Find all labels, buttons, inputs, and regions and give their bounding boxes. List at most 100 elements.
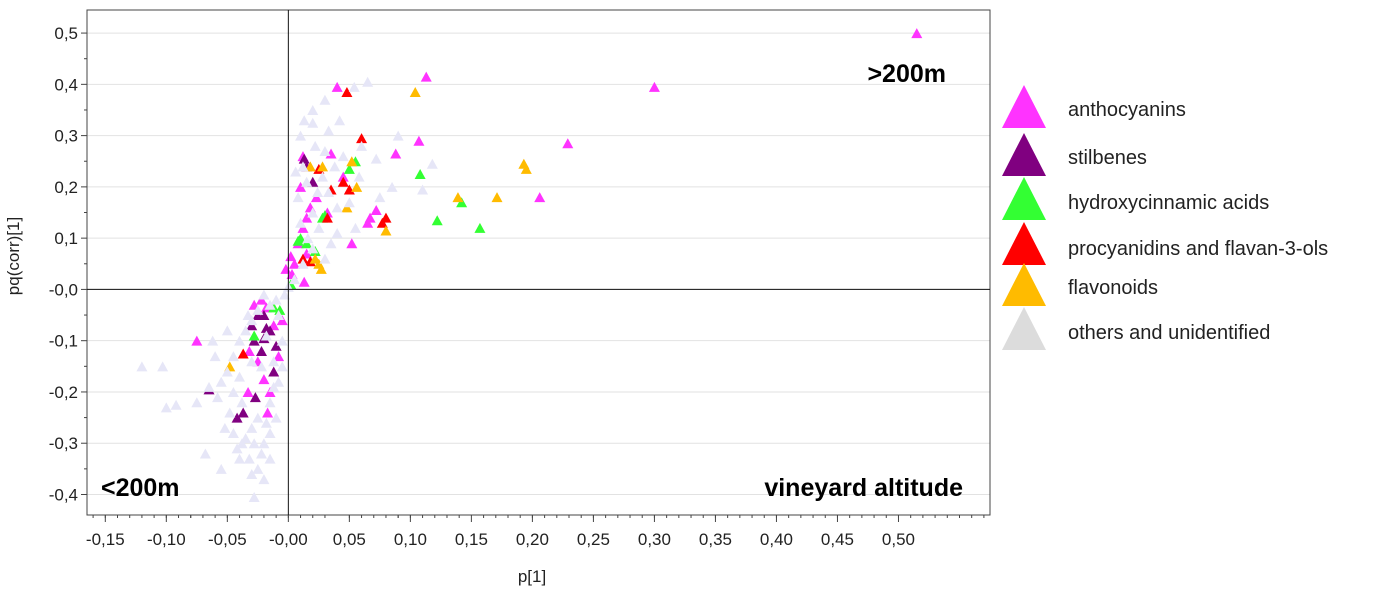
x-tick-label: 0,30 — [638, 530, 671, 549]
data-point — [298, 276, 310, 287]
data-point — [221, 325, 233, 336]
data-point — [170, 399, 182, 410]
data-point — [362, 76, 374, 87]
x-tick-label: 0,20 — [516, 530, 549, 549]
data-point — [331, 202, 343, 213]
data-point — [270, 294, 282, 305]
data-point — [343, 163, 355, 174]
x-tick-label: -0,05 — [208, 530, 247, 549]
data-point — [313, 222, 325, 233]
data-point — [297, 258, 309, 269]
y-tick-label: -0,2 — [49, 383, 78, 402]
data-point — [386, 181, 398, 192]
data-point — [212, 392, 224, 403]
y-tick-label: -0,4 — [49, 485, 78, 504]
data-point — [315, 263, 327, 274]
x-tick-label: 0,50 — [882, 530, 915, 549]
legend: anthocyanins stilbenes hydroxycinnamic aci… — [1002, 85, 1328, 350]
data-point — [310, 192, 322, 203]
data-point — [252, 412, 264, 423]
data-point — [246, 320, 258, 331]
data-point — [297, 161, 309, 172]
data-point — [249, 392, 261, 403]
data-point — [331, 81, 343, 92]
data-point — [307, 117, 319, 128]
data-point — [160, 402, 172, 413]
data-point — [237, 348, 249, 359]
data-point — [431, 215, 443, 226]
data-point — [227, 386, 239, 397]
data-point — [351, 181, 363, 192]
data-point — [240, 325, 252, 336]
data-point — [234, 371, 246, 382]
data-point — [285, 251, 297, 262]
x-tick-label: 0,10 — [394, 530, 427, 549]
data-point — [376, 217, 388, 228]
data-point — [426, 158, 438, 169]
y-axis-title: pq(corr)[1] — [4, 217, 23, 295]
data-point — [304, 161, 316, 172]
data-point — [231, 443, 243, 454]
x-tick-label: 0,15 — [455, 530, 488, 549]
data-point — [307, 104, 319, 115]
data-point — [231, 412, 243, 423]
data-point — [246, 468, 258, 479]
data-point — [248, 330, 260, 341]
data-point — [219, 422, 231, 433]
annotation-below-200m: <200m — [101, 474, 180, 502]
data-point — [417, 184, 429, 195]
data-point — [295, 130, 307, 141]
legend-label: flavonoids — [1068, 277, 1158, 299]
data-point — [297, 253, 309, 264]
data-point — [301, 176, 313, 187]
data-point — [295, 181, 307, 192]
x-tick-label: -0,10 — [147, 530, 186, 549]
data-points — [136, 28, 923, 503]
data-point — [323, 187, 335, 198]
data-point — [209, 351, 221, 362]
annotation-above-200m: >200m — [867, 60, 946, 88]
data-point — [199, 448, 211, 459]
data-point — [343, 197, 355, 208]
data-point — [298, 115, 310, 126]
data-point — [319, 145, 331, 156]
x-axis-title: p[1] — [518, 567, 546, 586]
data-point — [224, 407, 236, 418]
data-point — [252, 463, 264, 474]
data-point — [270, 412, 282, 423]
data-point — [203, 381, 215, 392]
data-point — [374, 192, 386, 203]
data-point — [258, 438, 270, 449]
annotation-vineyard-altitude: vineyard altitude — [764, 474, 963, 502]
data-point — [246, 315, 258, 326]
data-point — [307, 207, 319, 218]
data-point — [227, 427, 239, 438]
data-point — [474, 222, 486, 233]
data-point — [276, 335, 288, 346]
legend-marker — [1002, 263, 1046, 306]
data-point — [312, 187, 324, 198]
y-tick-label: -0,0 — [49, 280, 78, 299]
data-point — [288, 258, 300, 269]
legend-label: anthocyanins — [1068, 99, 1186, 121]
data-point — [911, 28, 923, 39]
tick-labels: -0,15 -0,10 -0,05 -0,00 0,05 0,10 0,15 0,20 0,25… — [49, 24, 915, 549]
data-point — [390, 148, 402, 159]
data-point — [255, 294, 267, 305]
data-point — [236, 438, 248, 449]
data-point — [362, 217, 374, 228]
data-point — [298, 153, 310, 164]
data-point — [243, 345, 255, 356]
data-point — [309, 253, 321, 264]
data-point — [279, 289, 291, 300]
data-point — [534, 192, 546, 203]
data-point — [260, 330, 272, 341]
data-point — [356, 133, 368, 144]
data-point — [317, 171, 329, 182]
data-point — [301, 212, 313, 223]
data-point — [304, 256, 316, 267]
y-tick-label: 0,4 — [54, 75, 78, 94]
data-point — [349, 222, 361, 233]
data-point — [319, 94, 331, 105]
data-point — [290, 166, 302, 177]
